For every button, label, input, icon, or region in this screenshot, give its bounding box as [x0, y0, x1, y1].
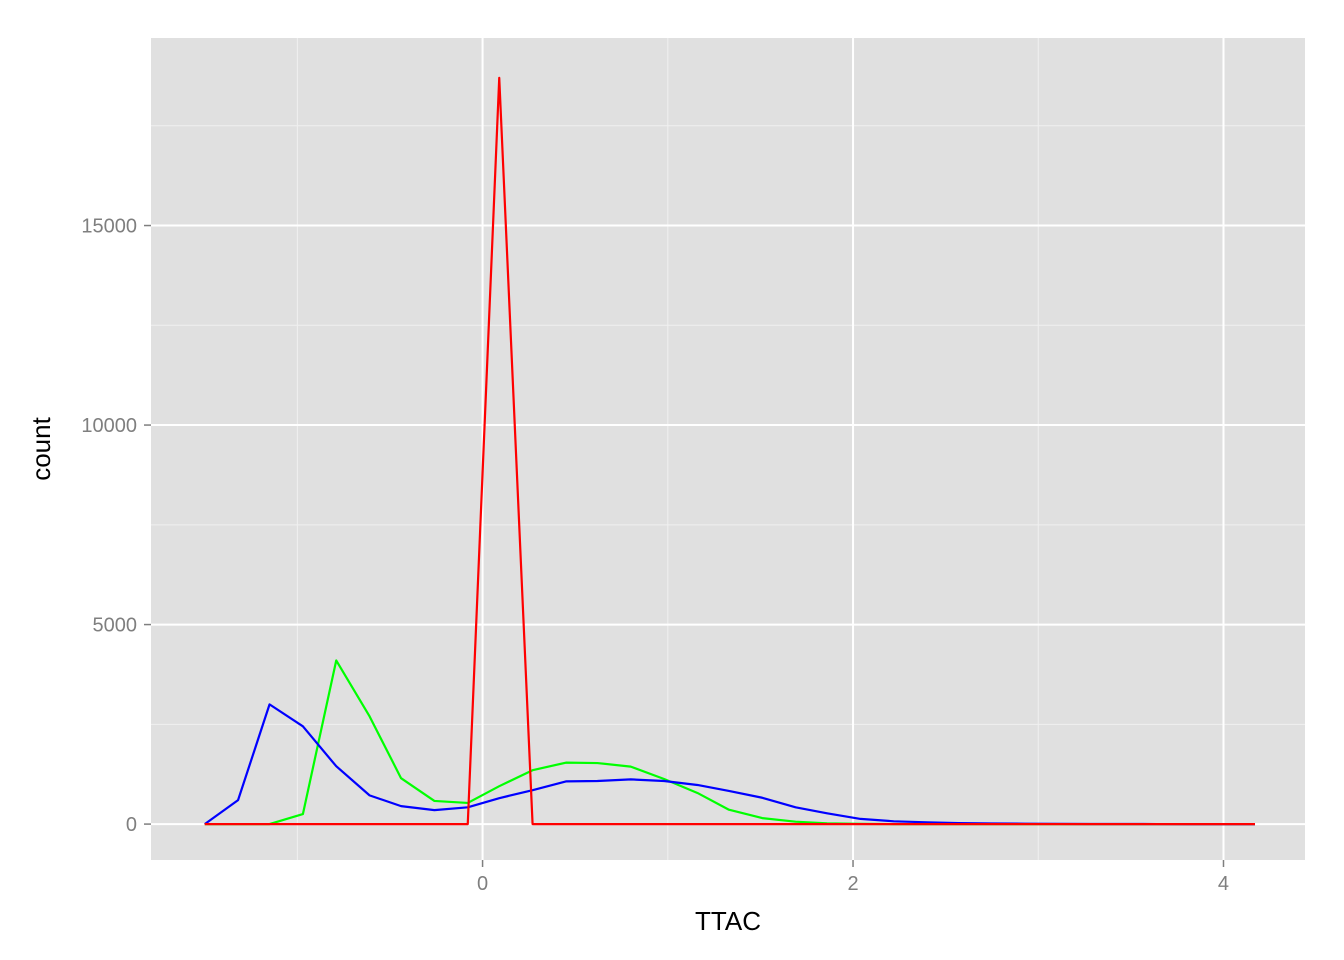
x-axis-title: TTAC [695, 906, 761, 936]
grid-minor [151, 38, 1305, 860]
x-tick-label: 2 [847, 873, 858, 895]
series-line-3 [204, 76, 1255, 826]
y-axis-title: count [26, 416, 56, 480]
y-tick-label: 15000 [81, 216, 137, 238]
tick-labels: 0 2 4 0 5000 10000 15000 [81, 216, 1229, 895]
x-tick-label: 4 [1218, 873, 1229, 895]
y-tick-label: 10000 [81, 415, 137, 437]
y-tick-label: 0 [126, 814, 137, 836]
axis-ticks [144, 224, 1225, 867]
plot-panel [151, 38, 1305, 860]
x-tick-label: 0 [477, 873, 488, 895]
series-layer [204, 76, 1255, 826]
y-tick-label: 5000 [93, 615, 138, 637]
